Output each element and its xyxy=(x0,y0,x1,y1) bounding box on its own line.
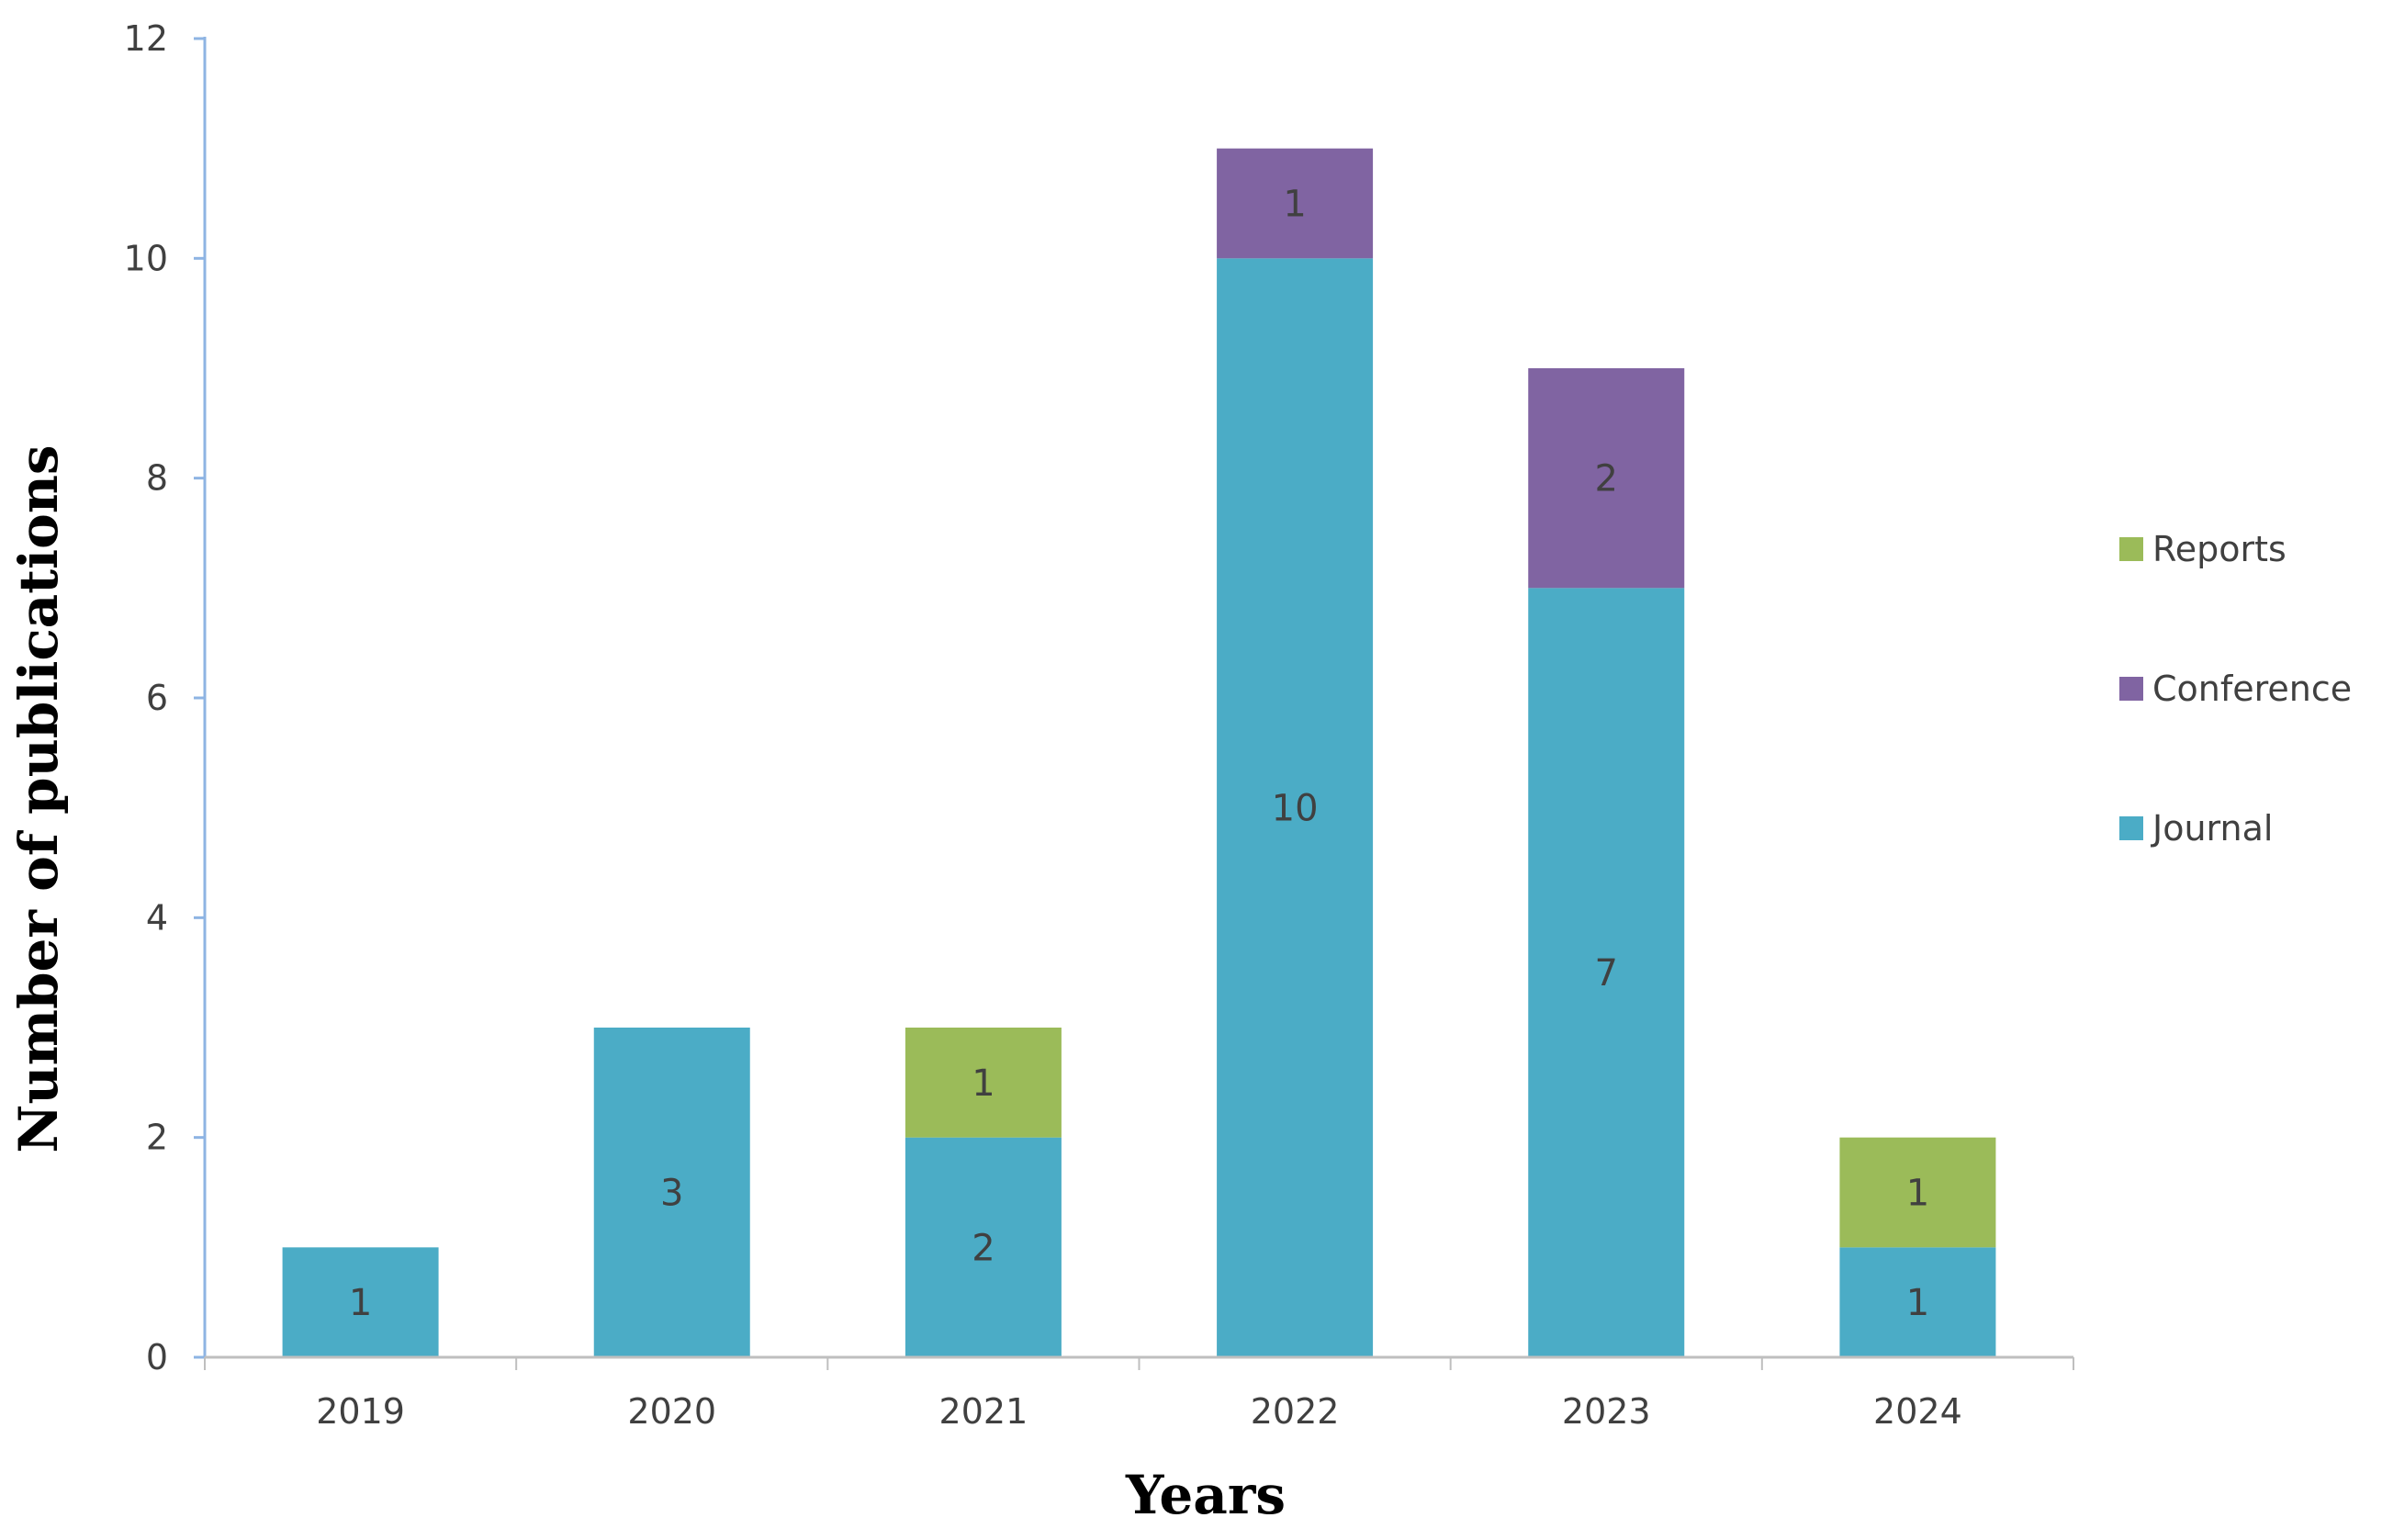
y-tick-label: 0 xyxy=(146,1337,168,1377)
data-label-reports-2024: 1 xyxy=(1906,1173,1929,1215)
legend-swatch-conference xyxy=(2119,677,2143,701)
x-tick-label: 2023 xyxy=(1562,1391,1651,1432)
bar-reports-2024 xyxy=(1839,1137,1996,1248)
data-label-journal-2024: 1 xyxy=(1906,1282,1929,1324)
data-label-journal-2023: 7 xyxy=(1595,952,1618,995)
y-tick-label: 8 xyxy=(146,458,168,499)
bar-reports-2021 xyxy=(904,1028,1062,1138)
bar-conference-2022 xyxy=(1217,148,1374,259)
x-axis-title: Years xyxy=(1125,1464,1286,1526)
y-tick-label: 4 xyxy=(146,897,168,938)
y-tick-label: 12 xyxy=(124,18,168,59)
legend-label-reports: Reports xyxy=(2152,529,2286,569)
data-label-conference-2023: 2 xyxy=(1595,458,1618,500)
y-tick-label: 10 xyxy=(124,238,168,278)
bar-journal-2019 xyxy=(282,1247,439,1357)
data-label-journal-2020: 3 xyxy=(660,1173,683,1215)
data-label-reports-2021: 1 xyxy=(972,1062,994,1105)
bar-journal-2021 xyxy=(904,1137,1062,1357)
legend-swatch-journal xyxy=(2119,816,2143,840)
y-tick-label: 2 xyxy=(146,1118,168,1158)
legend-label-conference: Conference xyxy=(2152,669,2352,709)
x-tick-label: 2019 xyxy=(316,1391,405,1432)
bar-conference-2023 xyxy=(1528,368,1685,589)
bar-journal-2024 xyxy=(1839,1247,1996,1357)
x-tick-label: 2022 xyxy=(1251,1391,1340,1432)
bar-journal-2023 xyxy=(1528,588,1685,1357)
x-tick-label: 2021 xyxy=(939,1391,1028,1432)
data-label-conference-2022: 1 xyxy=(1283,184,1306,226)
data-label-journal-2021: 2 xyxy=(972,1227,994,1269)
plot-area: 1 3 2 1 10 1 7 2 1 1 xyxy=(282,148,1996,1357)
data-label-journal-2022: 10 xyxy=(1272,788,1319,830)
y-tick-label: 6 xyxy=(146,678,168,718)
y-axis-title: Number of publications xyxy=(7,444,70,1152)
x-tick-label: 2024 xyxy=(1873,1391,1962,1432)
bar-journal-2020 xyxy=(593,1028,750,1357)
x-tick-label: 2020 xyxy=(627,1391,716,1432)
legend: Reports Conference Journal xyxy=(2119,529,2352,849)
legend-swatch-reports xyxy=(2119,537,2143,561)
data-label-journal-2019: 1 xyxy=(349,1282,372,1324)
bar-journal-2022 xyxy=(1217,258,1374,1357)
legend-label-journal: Journal xyxy=(2151,808,2273,849)
